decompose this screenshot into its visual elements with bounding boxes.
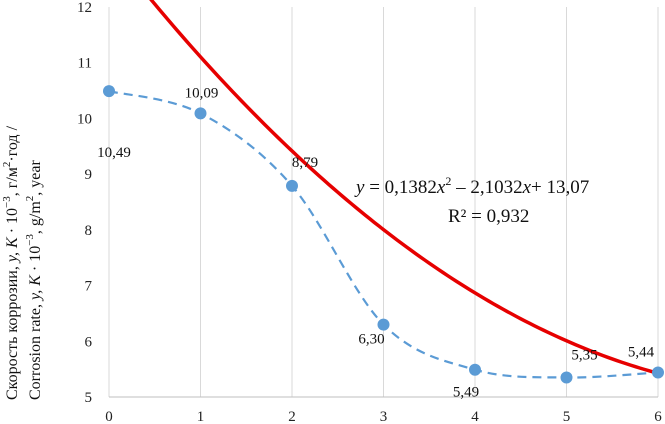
r-squared: R² = 0,932 bbox=[448, 206, 529, 227]
y-title-2-sup: 2 bbox=[24, 196, 36, 202]
data-points bbox=[103, 85, 664, 384]
x-tick-0: 0 bbox=[105, 409, 113, 424]
data-label-3: 6,30 bbox=[358, 332, 384, 348]
y-tick-10: 10 bbox=[77, 111, 92, 127]
data-point-1 bbox=[194, 107, 207, 120]
y-tick-labels: 5 6 7 8 9 10 11 12 bbox=[77, 0, 93, 406]
x-tick-1: 1 bbox=[197, 409, 205, 424]
y-tick-6: 6 bbox=[85, 334, 93, 350]
y-title-1-exp: −3 bbox=[1, 196, 13, 208]
equation-part-2: – 2,1032 bbox=[451, 177, 522, 198]
y-title-2-exp: −3 bbox=[24, 234, 36, 246]
data-point-4 bbox=[469, 363, 481, 376]
trendline-curve bbox=[149, 0, 659, 375]
y-title-1c: · 10 bbox=[4, 208, 21, 237]
data-point-5 bbox=[560, 371, 573, 384]
y-title-2e: , year bbox=[27, 159, 44, 195]
y-axis-title-line-1: Скорость коррозии, y, K · 10−3, г/м2·год… bbox=[1, 125, 21, 400]
x-tick-2: 2 bbox=[288, 409, 296, 424]
y-title-1e: ·год / bbox=[4, 125, 21, 161]
x-tick-6: 6 bbox=[654, 409, 662, 424]
y-title-1d: , г/м bbox=[4, 167, 21, 196]
data-label-6: 5,44 bbox=[628, 344, 655, 360]
equation-x1: x bbox=[436, 177, 446, 198]
x-tick-5: 5 bbox=[563, 409, 571, 424]
x-tick-4: 4 bbox=[471, 409, 479, 424]
y-axis-title-line-2: Corrosion rate, y, K · 10−3, g/m2, year bbox=[24, 159, 44, 400]
equation-y: y bbox=[354, 177, 365, 198]
data-point-0 bbox=[103, 85, 115, 98]
equation-square: 2 bbox=[445, 174, 451, 188]
y-tick-9: 9 bbox=[85, 167, 93, 183]
data-point-3 bbox=[377, 318, 390, 331]
vertical-gridlines bbox=[108, 7, 659, 397]
y-tick-8: 8 bbox=[85, 223, 93, 239]
y-title-1a: Скорость коррозии, bbox=[4, 262, 21, 400]
data-label-5: 5,35 bbox=[571, 348, 597, 364]
data-labels: 10,49 10,09 8,79 6,30 5,49 5,35 5,44 bbox=[97, 85, 655, 400]
r-squared-text: R² = 0,932 bbox=[448, 206, 529, 227]
equation-x2: x bbox=[522, 177, 532, 198]
data-label-2: 8,79 bbox=[292, 155, 318, 171]
x-tick-3: 3 bbox=[380, 409, 388, 424]
data-label-0: 10,49 bbox=[97, 145, 131, 161]
y-tick-12: 12 bbox=[77, 0, 92, 16]
equation-part-1: = 0,1382 bbox=[364, 177, 436, 198]
data-label-1: 10,09 bbox=[185, 85, 219, 101]
data-point-2 bbox=[286, 179, 298, 192]
x-tick-labels: 0 1 2 3 4 5 6 bbox=[105, 409, 662, 424]
y-title-2d: , g/m bbox=[27, 201, 44, 234]
y-title-1b: y, K bbox=[4, 236, 21, 264]
data-point-6 bbox=[652, 366, 664, 379]
regression-equation: y = 0,1382x2 – 2,1032x+ 13,07 bbox=[354, 174, 589, 198]
y-title-2a: Corrosion rate, bbox=[27, 300, 44, 400]
y-tick-7: 7 bbox=[85, 279, 93, 295]
y-title-2c: · 10 bbox=[27, 246, 44, 275]
y-tick-11: 11 bbox=[78, 56, 92, 72]
y-tick-5: 5 bbox=[85, 390, 93, 406]
y-title-2b: y, K bbox=[27, 274, 44, 302]
data-label-4: 5,49 bbox=[453, 385, 479, 401]
equation-part-3: + 13,07 bbox=[531, 177, 589, 198]
y-title-1-sup: 2 bbox=[1, 162, 13, 168]
